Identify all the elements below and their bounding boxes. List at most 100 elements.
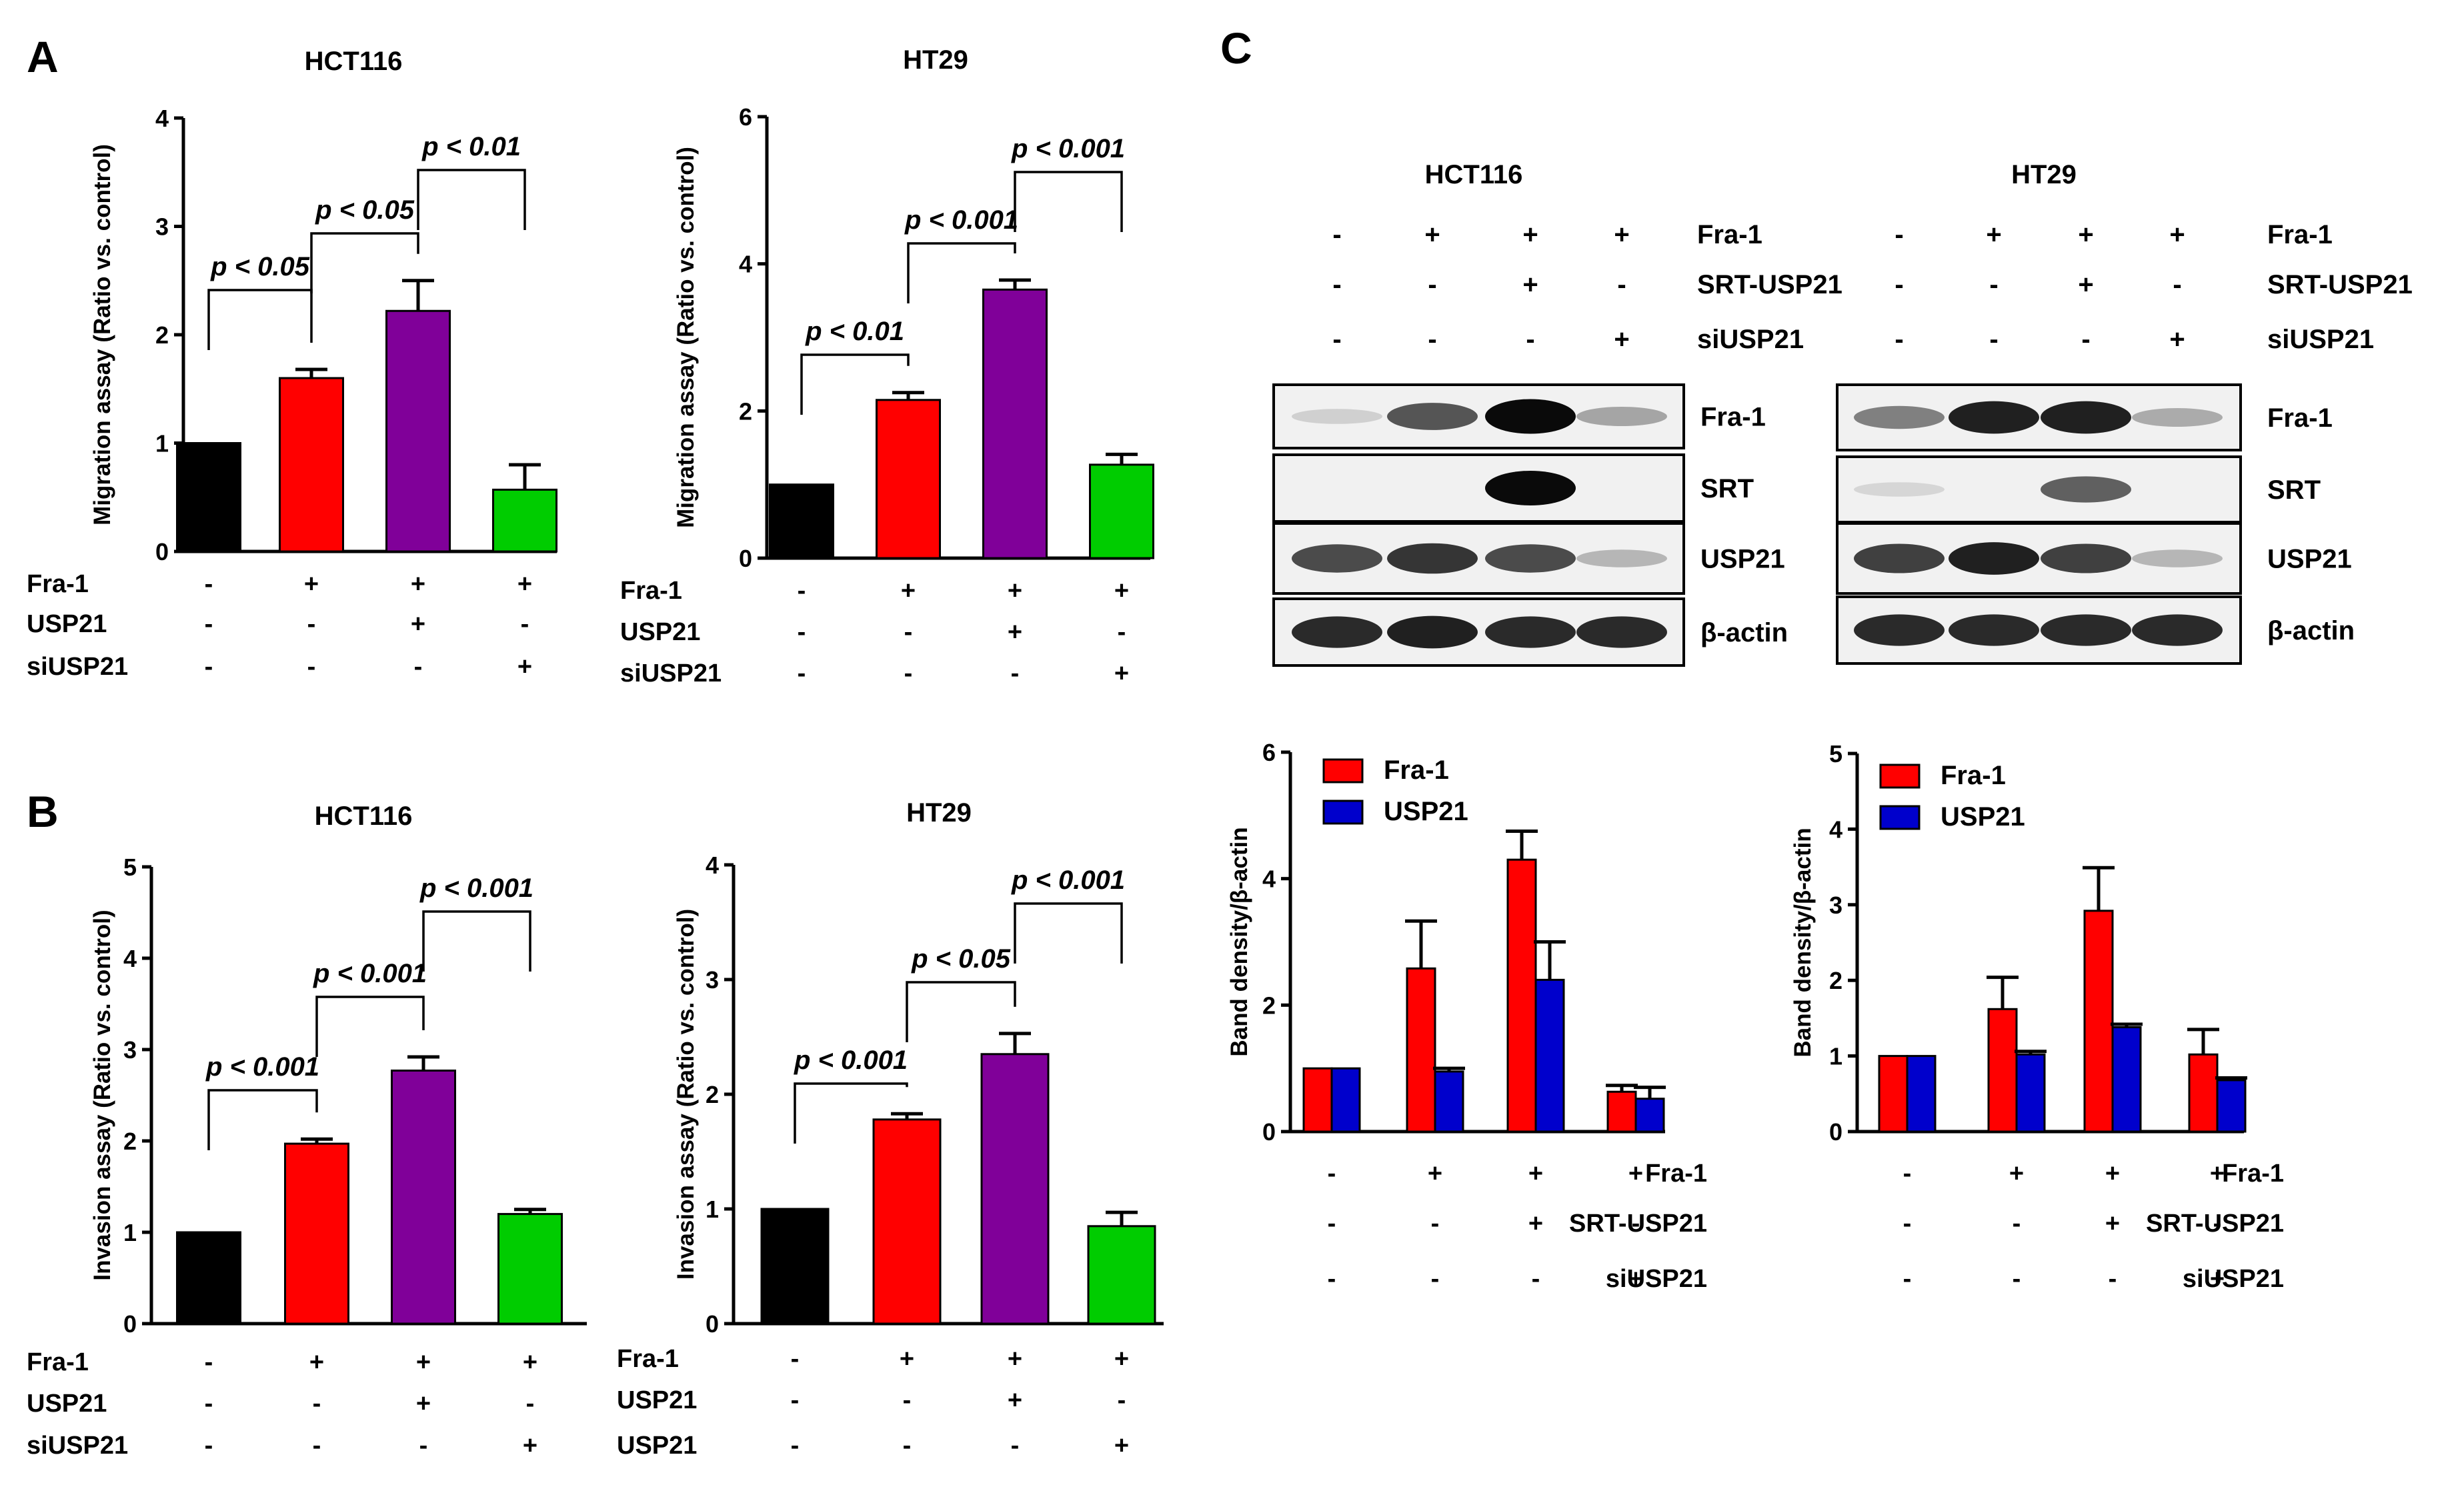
blot-treatment-sign: - bbox=[1895, 325, 1903, 354]
treatment-sign: - bbox=[205, 570, 213, 598]
y-tick-label: 4 bbox=[739, 251, 752, 278]
blot-band bbox=[1292, 409, 1382, 424]
blot-treatment-label: Fra-1 bbox=[1697, 220, 1762, 249]
blot-band bbox=[2041, 476, 2131, 503]
chart-layer: HCT116 0 1 2 3 4 Migration assay (Ratio vs. co… bbox=[27, 45, 2284, 1460]
y-tick-label: 0 bbox=[1829, 1118, 1842, 1146]
blot-band bbox=[1485, 399, 1576, 434]
legend-label: Fra-1 bbox=[1384, 756, 1449, 785]
band-label: Fra-1 bbox=[1700, 403, 1766, 432]
treatment-label: siUSP21 bbox=[620, 659, 722, 687]
blot-band bbox=[1949, 542, 2039, 575]
treatment-sign: + bbox=[304, 570, 319, 598]
bar bbox=[1087, 1225, 1156, 1325]
treatment-sign: - bbox=[1328, 1210, 1336, 1238]
blot-treatment-sign: + bbox=[1522, 220, 1538, 249]
treatment-sign: + bbox=[2210, 1160, 2225, 1188]
blot-treatment-label: Fra-1 bbox=[2267, 220, 2333, 249]
bar-fra-1 bbox=[2188, 1053, 2219, 1133]
treatment-sign: - bbox=[205, 1348, 213, 1376]
significance-bracket bbox=[1014, 171, 1123, 232]
blot-band bbox=[1387, 543, 1478, 574]
band-label: Fra-1 bbox=[2267, 403, 2333, 433]
treatment-label: Fra-1 bbox=[617, 1345, 679, 1373]
blot-band bbox=[2132, 614, 2223, 646]
chart-1: HT29 0 2 4 6 Migration assay (Ratio vs. contr… bbox=[620, 45, 1154, 687]
treatment-sign: + bbox=[1114, 577, 1129, 605]
y-tick-label: 0 bbox=[123, 1310, 137, 1338]
treatment-label: SRT-USP21 bbox=[2146, 1210, 2284, 1238]
bar-usp21 bbox=[1330, 1067, 1361, 1133]
blot-treatment-sign: - bbox=[1989, 270, 1998, 299]
blot-treatment-label: SRT-USP21 bbox=[1697, 270, 1842, 299]
treatment-sign: + bbox=[1528, 1160, 1543, 1188]
treatment-sign: - bbox=[798, 618, 806, 646]
y-tick-label: 0 bbox=[1262, 1118, 1276, 1146]
p-value-label: p < 0.01 bbox=[805, 317, 904, 346]
treatment-sign: + bbox=[1114, 1432, 1129, 1460]
bar-usp21 bbox=[1534, 978, 1565, 1133]
y-tick-label: 4 bbox=[706, 852, 719, 879]
bar-usp21 bbox=[2111, 1026, 2142, 1133]
treatment-sign: - bbox=[904, 618, 913, 646]
blot-treatment-sign: + bbox=[1614, 220, 1629, 249]
p-value-label: p < 0.05 bbox=[210, 252, 310, 281]
blot-treatment-sign: - bbox=[1332, 325, 1341, 354]
treatment-label: siUSP21 bbox=[27, 1432, 128, 1460]
treatment-sign: - bbox=[313, 1390, 321, 1418]
treatment-sign: - bbox=[1011, 1432, 1020, 1460]
western-blot-0: HCT116 Fra-1 - + + + SRT-USP21 - - + - siUSP21 - - - + F… bbox=[1272, 160, 1842, 667]
treatment-sign: - bbox=[1903, 1160, 1912, 1188]
treatment-sign: + bbox=[2009, 1160, 2024, 1188]
panel-label-c: C bbox=[1220, 23, 1252, 73]
treatment-sign: + bbox=[1114, 1345, 1129, 1373]
treatment-sign: - bbox=[1903, 1210, 1912, 1238]
blot-band bbox=[1949, 401, 2039, 434]
bar bbox=[497, 1213, 563, 1325]
legend-label: USP21 bbox=[1941, 802, 2025, 832]
panel-label-b: B bbox=[27, 787, 59, 836]
blot-band bbox=[2041, 614, 2131, 646]
blot-treatment-sign: - bbox=[1332, 220, 1341, 249]
bar bbox=[760, 1208, 830, 1325]
blot-treatment-label: siUSP21 bbox=[1697, 325, 1804, 354]
treatment-label: USP21 bbox=[27, 1390, 107, 1418]
panel-label-a: A bbox=[27, 32, 59, 81]
treatment-sign: - bbox=[414, 653, 423, 681]
treatment-sign: + bbox=[411, 610, 425, 638]
chart-title: HCT116 bbox=[315, 802, 413, 831]
y-tick-label: 1 bbox=[123, 1219, 137, 1246]
blot-treatment-sign: - bbox=[2173, 270, 2181, 299]
significance-bracket bbox=[417, 169, 526, 230]
treatment-sign: - bbox=[2109, 1265, 2117, 1293]
treatment-sign: + bbox=[416, 1390, 431, 1418]
blot-band bbox=[1576, 616, 1667, 648]
blot-strip bbox=[1272, 453, 1685, 523]
blot-title: HT29 bbox=[2011, 160, 2077, 189]
treatment-label: Fra-1 bbox=[1645, 1160, 1707, 1188]
legend-label: Fra-1 bbox=[1941, 761, 2006, 790]
blot-treatment-sign: - bbox=[1895, 270, 1903, 299]
band-label: SRT bbox=[1700, 474, 1754, 503]
treatment-sign: - bbox=[307, 653, 316, 681]
treatment-label: Fra-1 bbox=[27, 1348, 89, 1376]
treatment-sign: + bbox=[901, 577, 916, 605]
blot-band bbox=[1485, 616, 1576, 648]
y-tick-label: 2 bbox=[123, 1128, 137, 1155]
bar-fra-1 bbox=[1606, 1090, 1637, 1133]
y-axis-label: Band density/β-actin bbox=[1790, 828, 1816, 1057]
y-axis-label: Migration assay (Ratio vs. control) bbox=[89, 144, 115, 525]
bar-fra-1 bbox=[2083, 910, 2114, 1133]
blot-treatment-sign: - bbox=[1332, 270, 1341, 299]
blot-treatment-sign: + bbox=[1424, 220, 1440, 249]
treatment-sign: + bbox=[1008, 1345, 1022, 1373]
treatment-sign: - bbox=[791, 1432, 800, 1460]
treatment-label: siUSP21 bbox=[27, 653, 128, 681]
treatment-sign: + bbox=[1008, 618, 1022, 646]
treatment-label: USP21 bbox=[617, 1432, 697, 1460]
blot-title: HCT116 bbox=[1425, 160, 1523, 189]
treatment-label: Fra-1 bbox=[27, 570, 89, 598]
treatment-sign: - bbox=[1328, 1265, 1336, 1293]
